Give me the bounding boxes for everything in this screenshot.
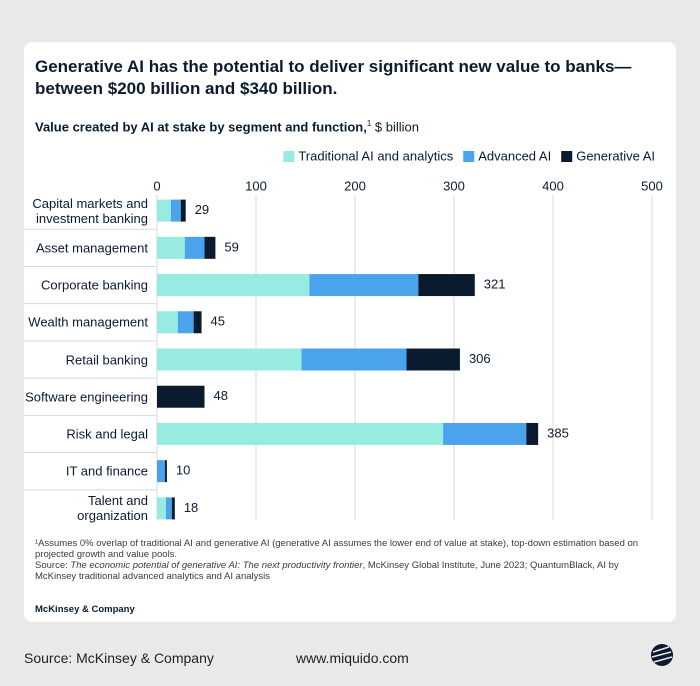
total-label: 59: [224, 239, 238, 254]
card: [24, 42, 676, 622]
chart-title: Generative AI has the potential to deliv…: [35, 57, 632, 98]
bar-segment: [164, 460, 167, 483]
total-label: 10: [176, 463, 190, 478]
legend-label: Advanced AI: [478, 148, 551, 163]
bar-segment: [157, 348, 302, 371]
total-label: 48: [214, 388, 228, 403]
category-label: Capital markets and investment banking: [32, 195, 148, 226]
bar-segment: [177, 311, 194, 334]
legend-swatch: [463, 151, 475, 162]
total-label: 321: [484, 276, 506, 291]
bar-segment: [157, 460, 165, 483]
footer-source: Source: McKinsey & Company: [24, 650, 214, 666]
logo-stripes: [651, 646, 673, 663]
bar-segment: [157, 274, 310, 297]
source-note: Source: The economic potential of genera…: [35, 560, 645, 582]
unit: $ billion: [374, 119, 420, 135]
legend-label: Generative AI: [576, 148, 655, 163]
footer-site: www.miquido.com: [296, 650, 409, 666]
bar-segment: [406, 348, 460, 371]
bar-segment: [526, 422, 539, 445]
bar-segment: [309, 274, 419, 297]
bar-segment: [184, 236, 205, 259]
source-prefix: Source:: [35, 560, 71, 571]
category-label: IT and finance: [65, 463, 148, 479]
bar-segment: [180, 199, 186, 222]
total-label: 385: [547, 425, 569, 440]
category-label: Corporate banking: [41, 277, 148, 293]
bar-segment: [301, 348, 407, 371]
footnote: ¹Assumes 0% overlap of traditional AI an…: [35, 538, 639, 560]
total-label: 306: [469, 351, 491, 366]
bar-segment: [443, 422, 527, 445]
brand: McKinsey & Company: [35, 604, 135, 615]
legend-label: Traditional AI and analytics: [298, 148, 453, 163]
bar-segment: [157, 497, 166, 520]
bar-segment: [418, 274, 475, 297]
bar-segment: [171, 497, 175, 520]
x-tick-label: 500: [641, 178, 663, 193]
bar-segment: [170, 199, 181, 222]
logo: [651, 644, 673, 666]
source-title: The economic potential of generative AI:…: [70, 560, 363, 571]
legend-swatch: [561, 151, 573, 162]
footnote-ref: 1: [366, 119, 372, 128]
category-label: Risk and legal: [66, 426, 148, 442]
x-tick-label: 400: [542, 178, 564, 193]
total-label: 29: [195, 202, 209, 217]
bar-segment: [157, 385, 205, 408]
bar-segment: [157, 422, 444, 445]
source-suffix: , McKinsey Global Institute, June 2023; …: [35, 560, 619, 582]
legend-swatch: [283, 151, 295, 162]
category-label: Retail banking: [65, 352, 148, 367]
category-label: Talent and organization: [77, 493, 148, 524]
subtitle: Value created by AI at stake by segment …: [35, 119, 419, 134]
bar-segment: [157, 311, 178, 334]
category-label: Asset management: [35, 240, 148, 256]
bar-segment: [193, 311, 202, 334]
bar-segment: [204, 236, 216, 259]
x-tick-label: 0: [153, 178, 160, 193]
x-tick-label: 300: [443, 178, 465, 193]
subtitle-text: Value created by AI at stake by segment …: [35, 119, 367, 135]
bar-segment: [157, 199, 171, 222]
bar-segment: [157, 236, 185, 259]
x-tick-label: 100: [245, 178, 267, 193]
total-label: 45: [211, 314, 225, 329]
footnotes: ¹Assumes 0% overlap of traditional AI an…: [35, 538, 645, 582]
x-tick-label: 200: [344, 178, 366, 193]
category-label: Wealth management: [28, 314, 148, 330]
category-label: Software engineering: [25, 389, 148, 405]
bar-segment: [165, 497, 172, 520]
total-label: 18: [184, 500, 198, 515]
